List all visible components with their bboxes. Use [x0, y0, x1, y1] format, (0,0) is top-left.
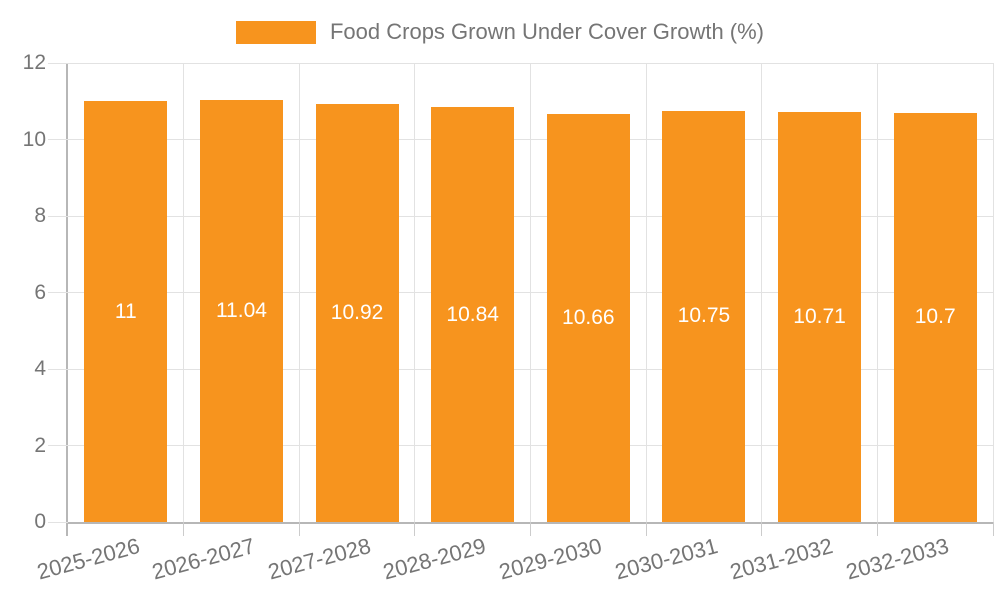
x-category-label: 2032-2033 — [843, 533, 952, 585]
bar: 10.92 — [315, 104, 399, 522]
bar-value-label: 11 — [114, 299, 137, 323]
gridline-v — [761, 63, 763, 522]
bar: 11 — [84, 101, 168, 522]
x-tick-mark — [414, 522, 416, 536]
gridline-v — [183, 63, 185, 522]
bar: 10.66 — [546, 114, 630, 522]
y-axis-line — [66, 63, 68, 536]
gridline-v — [992, 63, 994, 522]
x-category-label: 2031-2032 — [727, 533, 836, 585]
bar-value-label: 10.7 — [914, 305, 956, 329]
gridline-v — [876, 63, 878, 522]
x-tick-mark — [645, 522, 647, 536]
y-tick-mark — [48, 62, 68, 64]
x-tick-mark — [761, 522, 763, 536]
y-tick-mark — [48, 292, 68, 293]
x-category-label: 2027-2028 — [265, 533, 374, 585]
x-tick-mark — [530, 522, 531, 536]
bar-value-label: 10.71 — [793, 305, 846, 329]
x-tick-mark — [876, 522, 878, 536]
x-tick-mark — [298, 522, 300, 536]
x-category-label: 2025-2026 — [33, 533, 143, 585]
bar: 10.75 — [662, 110, 746, 522]
plot-area: 0 2 4 6 8 10 12 11 2025-2026 11.04 2026-2027 10.92 2… — [23, 52, 994, 584]
y-tick-label: 12 — [22, 51, 46, 74]
x-axis-line — [66, 522, 993, 524]
y-tick-label: 2 — [34, 433, 46, 457]
chart-legend: Food Crops Grown Under Cover Growth (%) — [0, 18, 1000, 46]
x-category-label: 2030-2031 — [612, 533, 721, 585]
bar: 11.04 — [199, 99, 283, 522]
y-tick-label: 0 — [34, 510, 46, 533]
gridline-v — [530, 63, 531, 522]
bar-value-label: 10.75 — [677, 304, 731, 328]
y-tick-label: 10 — [22, 127, 46, 151]
bar-value-label: 10.92 — [330, 301, 384, 325]
y-tick-mark — [48, 215, 68, 217]
bar-value-label: 11.04 — [215, 298, 267, 322]
y-tick-label: 6 — [34, 280, 46, 304]
legend-label: Food Crops Grown Under Cover Growth (%) — [329, 19, 765, 44]
bar: 10.7 — [893, 112, 977, 522]
bar: 10.84 — [431, 107, 515, 522]
y-tick-mark — [48, 139, 68, 140]
bar-value-label: 10.66 — [562, 306, 615, 330]
x-category-label: 2028-2029 — [380, 533, 489, 585]
bar-value-label: 10.84 — [446, 302, 499, 326]
y-tick-mark — [48, 521, 68, 523]
gridline-v — [414, 63, 416, 522]
x-category-label: 2029-2030 — [496, 533, 605, 585]
y-tick-mark — [48, 445, 68, 446]
y-tick-label: 8 — [34, 204, 46, 227]
bar: 10.71 — [778, 112, 862, 522]
x-tick-mark — [992, 522, 994, 536]
gridline-v — [298, 63, 300, 522]
x-tick-mark — [183, 522, 185, 536]
x-category-label: 2026-2027 — [149, 533, 258, 585]
legend-swatch — [235, 20, 316, 44]
y-tick-label: 4 — [34, 357, 46, 380]
gridline-v — [645, 63, 647, 522]
y-tick-mark — [48, 368, 68, 370]
